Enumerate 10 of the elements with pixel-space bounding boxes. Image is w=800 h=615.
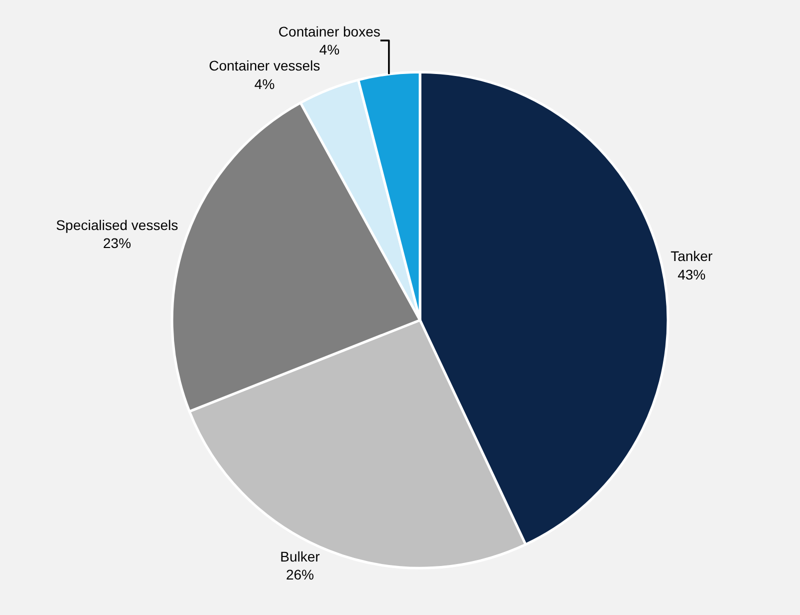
data-label: 23% [103,235,132,252]
slice-label: Container vessels [208,58,320,74]
slice-label: Specialised vessels [56,217,178,234]
data-label: 4% [319,42,340,58]
data-label: 26% [286,566,314,583]
slice-label: Bulker [280,548,320,564]
slice-label: Container boxes [278,23,380,40]
slice-label: Tanker [670,248,713,264]
data-label: 43% [678,266,706,282]
data-label: 4% [254,76,275,92]
